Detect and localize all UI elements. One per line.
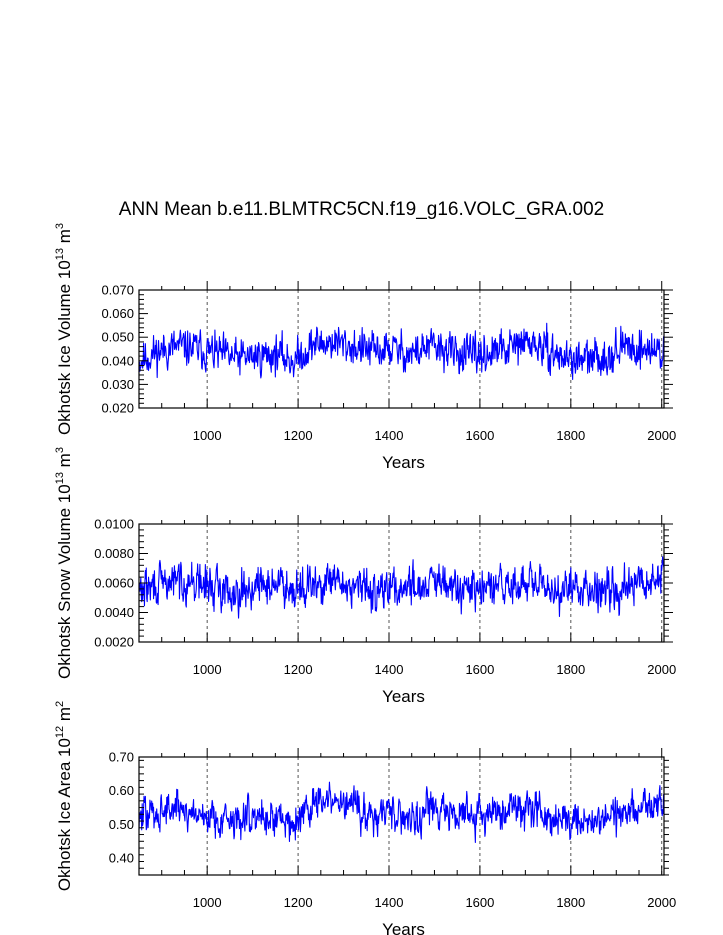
panel-ice-volume: 1000 1200 1400 1600 1800 2000 0.020 0.030 0.040 0… <box>54 223 676 472</box>
x-tick-label: 1200 <box>284 428 313 443</box>
y-tick-label: 0.070 <box>101 283 134 298</box>
y-tick-label: 0.050 <box>101 330 134 345</box>
x-tick-label: 1200 <box>284 662 313 677</box>
x-tick-label: 1200 <box>284 895 313 910</box>
y-tick-label: 0.0080 <box>94 546 134 561</box>
y-tick-label: 0.040 <box>101 353 134 368</box>
x-axis-label: Years <box>382 687 425 706</box>
y-axis-label: Okhotsk Ice Volume 1013 m3 <box>54 223 74 435</box>
series-line-ice-volume <box>138 322 665 381</box>
x-tick-label: 1000 <box>193 428 222 443</box>
y-tick-label: 0.020 <box>101 401 134 416</box>
plot-frame <box>138 289 665 409</box>
y-tick-label: 0.0040 <box>94 605 134 620</box>
y-tick-label: 0.0060 <box>94 576 134 591</box>
series-line-ice-area <box>138 781 665 844</box>
panel-snow-volume: 1000 1200 1400 1600 1800 2000 0.0020 0.0040 0.00… <box>54 447 676 706</box>
x-tick-label: 1600 <box>465 895 494 910</box>
x-tick-label: 1800 <box>556 428 585 443</box>
x-tick-label: 1400 <box>375 428 404 443</box>
x-axis-label: Years <box>382 920 425 935</box>
plot-frame <box>138 756 665 876</box>
y-axis-label: Okhotsk Ice Area 1012 m2 <box>54 701 74 891</box>
panel-ice-area: 1000 1200 1400 1600 1800 2000 0.40 0.50 0.60 0.70… <box>54 701 676 935</box>
x-tick-label: 2000 <box>647 895 676 910</box>
y-tick-label: 0.060 <box>101 306 134 321</box>
x-tick-label: 2000 <box>647 428 676 443</box>
series-line-snow-volume <box>138 556 665 619</box>
y-tick-label: 0.40 <box>109 851 134 866</box>
x-tick-label: 1800 <box>556 662 585 677</box>
y-tick-label: 0.70 <box>109 750 134 765</box>
x-tick-label: 1000 <box>193 662 222 677</box>
y-tick-label: 0.60 <box>109 783 134 798</box>
y-axis-label: Okhotsk Snow Volume 1013 m3 <box>54 447 74 679</box>
x-tick-label: 1600 <box>465 662 494 677</box>
y-tick-label: 0.030 <box>101 377 134 392</box>
x-tick-label: 1000 <box>193 895 222 910</box>
x-tick-label: 1400 <box>375 662 404 677</box>
x-axis-label: Years <box>382 453 425 472</box>
chart-title: ANN Mean b.e11.BLMTRC5CN.f19_g16.VOLC_GR… <box>118 199 605 220</box>
x-tick-label: 1400 <box>375 895 404 910</box>
x-tick-label: 2000 <box>647 662 676 677</box>
x-tick-label: 1600 <box>465 428 494 443</box>
y-tick-label: 0.50 <box>109 817 134 832</box>
y-tick-label: 0.0020 <box>94 635 134 650</box>
y-tick-label: 0.0100 <box>94 517 134 532</box>
x-tick-label: 1800 <box>556 895 585 910</box>
